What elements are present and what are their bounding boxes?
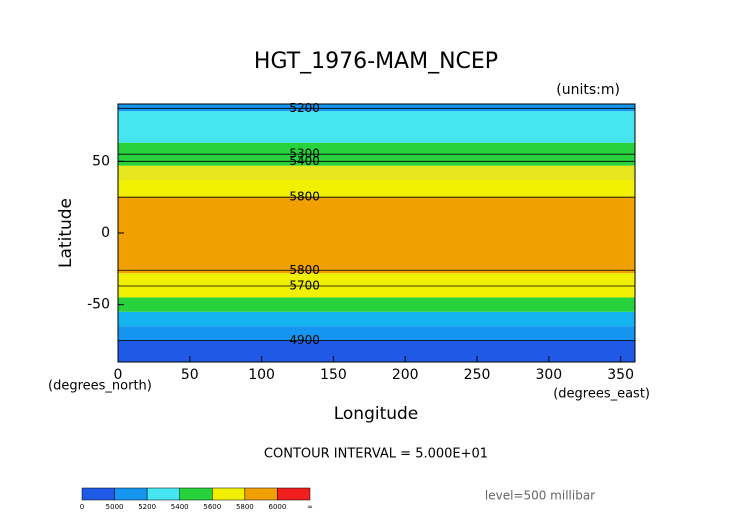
contour-band — [118, 197, 635, 274]
x-tick-label: 200 — [392, 367, 419, 383]
contour-label: 4900 — [289, 333, 320, 347]
colorbar-swatch — [212, 487, 246, 501]
contour-band — [118, 311, 635, 327]
contour-interval: CONTOUR INTERVAL = 5.000E+01 — [264, 447, 488, 462]
x-axis-label: Longitude — [334, 404, 419, 424]
colorbar-swatch — [244, 487, 278, 501]
colorbar-label: 6000 — [269, 503, 287, 511]
colorbar-swatch — [277, 487, 311, 501]
y-tick-label: -50 — [87, 297, 110, 313]
contour-band — [118, 273, 635, 298]
colorbar-swatch — [146, 487, 180, 501]
x-units: (degrees_east) — [553, 387, 650, 402]
x-tick-label: 300 — [535, 367, 562, 383]
colorbar-swatch — [81, 487, 115, 501]
x-tick-label: 50 — [181, 367, 199, 383]
colorbar-label: 5000 — [106, 503, 124, 511]
contour-band — [118, 179, 635, 198]
contour-band — [118, 326, 635, 341]
colorbar-label: 5800 — [236, 503, 254, 511]
contour-label: 5400 — [289, 154, 320, 168]
colorbar-swatch — [179, 487, 213, 501]
contour-label: 5800 — [289, 263, 320, 277]
x-tick-label: 0 — [114, 367, 123, 383]
colorbar-label: 5200 — [138, 503, 156, 511]
contour-band — [118, 297, 635, 312]
contour-band — [118, 340, 635, 362]
y-tick-label: 50 — [92, 153, 110, 169]
x-tick-label: 100 — [248, 367, 275, 383]
colorbar-label: ∞ — [307, 503, 313, 511]
y-tick-label: 0 — [101, 225, 110, 241]
y-axis-label: Latitude — [56, 198, 76, 268]
x-tick-label: 350 — [607, 367, 634, 383]
colorbar-label: 5600 — [203, 503, 221, 511]
level-note: level=500 millibar — [485, 489, 595, 503]
contour-band — [118, 165, 635, 180]
contour-label: 5300 — [289, 147, 320, 161]
contour-label: 5800 — [289, 190, 320, 204]
units-note: (units:m) — [556, 82, 620, 98]
colorbar-label: 5400 — [171, 503, 189, 511]
contour-label: 5200 — [289, 101, 320, 115]
contour-label: 5700 — [289, 279, 320, 293]
chart-title: HGT_1976-MAM_NCEP — [254, 49, 498, 74]
contour-band — [118, 104, 635, 112]
colorbar-swatch — [114, 487, 148, 501]
x-tick-label: 150 — [320, 367, 347, 383]
x-tick-label: 250 — [464, 367, 491, 383]
y-units: (degrees_north) — [48, 379, 152, 394]
contour-band — [118, 111, 635, 143]
colorbar-label: 0 — [80, 503, 84, 511]
